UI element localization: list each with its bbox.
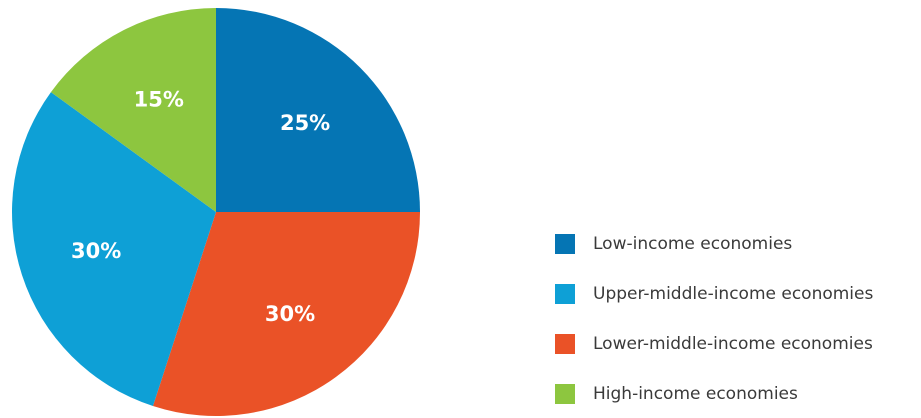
legend: Low-income economies Upper-middle-income… — [555, 232, 873, 406]
pie-slice-labels: 25% 30% 30% 15% — [71, 88, 330, 326]
pie-slices — [11, 8, 420, 416]
legend-label-low-income: Low-income economies — [593, 234, 793, 254]
pie-slice-label-upper-middle-income: 30% — [71, 239, 121, 263]
pie-slice-label-low-income: 25% — [280, 111, 330, 135]
legend-item-lower-middle-income: Lower-middle-income economies — [555, 332, 873, 356]
legend-swatch-upper-middle-income — [555, 284, 575, 304]
pie-slice-upper-middle-income — [11, 92, 217, 407]
legend-label-high-income: High-income economies — [593, 384, 798, 404]
pie-slice-label-high-income: 15% — [134, 88, 184, 112]
legend-swatch-lower-middle-income — [555, 334, 575, 354]
legend-swatch-low-income — [555, 234, 575, 254]
legend-item-high-income: High-income economies — [555, 382, 873, 406]
pie-slice-high-income — [50, 8, 216, 212]
pie-slice-low-income — [216, 8, 420, 212]
legend-swatch-high-income — [555, 384, 575, 404]
legend-item-low-income: Low-income economies — [555, 232, 873, 256]
legend-label-upper-middle-income: Upper-middle-income economies — [593, 284, 874, 304]
legend-label-lower-middle-income: Lower-middle-income economies — [593, 334, 873, 354]
pie-slice-label-lower-middle-income: 30% — [265, 302, 315, 326]
pie-slice-lower-middle-income — [152, 212, 420, 416]
legend-item-upper-middle-income: Upper-middle-income economies — [555, 282, 873, 306]
